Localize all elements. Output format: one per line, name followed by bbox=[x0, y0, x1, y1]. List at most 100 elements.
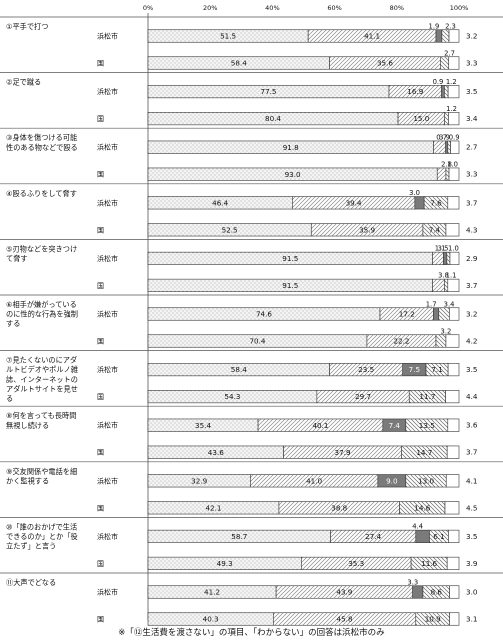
region-label: 浜松市 bbox=[97, 365, 118, 374]
data-label: 3.0 bbox=[409, 189, 420, 197]
data-label: 14.6 bbox=[414, 503, 430, 512]
data-label: 58.7 bbox=[231, 532, 247, 541]
region-label: 国 bbox=[97, 449, 104, 457]
data-label: 11.7 bbox=[419, 392, 435, 401]
data-label: 32.9 bbox=[191, 476, 207, 485]
remainder-label: 3.1 bbox=[466, 615, 477, 624]
data-label: 7.5 bbox=[409, 365, 420, 374]
region-label: 浜松市 bbox=[97, 588, 118, 597]
data-label: 13.5 bbox=[419, 421, 435, 430]
bar-remainder-segment bbox=[449, 585, 460, 599]
data-label: 27.4 bbox=[365, 532, 381, 541]
region-label: 国 bbox=[97, 226, 104, 234]
bar-remainder-segment bbox=[448, 167, 460, 181]
region-label: 国 bbox=[97, 60, 104, 68]
data-label: 1.1 bbox=[446, 272, 457, 280]
bar-segment bbox=[444, 278, 449, 292]
bar-segment bbox=[445, 140, 449, 154]
bar-segment bbox=[436, 167, 447, 181]
data-label: 13.0 bbox=[418, 476, 434, 485]
data-label: 58.4 bbox=[231, 59, 247, 68]
data-label: 7.4 bbox=[429, 225, 441, 234]
category-label: ⑦見たくないのにアダルトビデオやポルノ雑誌、インターネットのアダルトサイトを見せ… bbox=[6, 356, 78, 403]
category-label-line: できるのか」とか「役 bbox=[6, 532, 78, 541]
data-label: 52.5 bbox=[222, 225, 238, 234]
remainder-label: 3.2 bbox=[466, 310, 477, 319]
category-group: ⑩「誰のおかげで生活できるのか」とか「役立たず」と言う 浜松市 58.7 27.4 4.… bbox=[0, 517, 503, 570]
data-label: 0.7 bbox=[436, 133, 447, 141]
data-label: 74.6 bbox=[256, 310, 272, 319]
data-label: 58.4 bbox=[231, 365, 247, 374]
data-label: 41.1 bbox=[364, 32, 380, 41]
footnote: ※「⑫生活費を渡さない」の項目、「わからない」の回答は浜松市のみ bbox=[118, 628, 385, 638]
bar-segment bbox=[440, 56, 450, 70]
bar-segment bbox=[446, 251, 451, 265]
bar-segment bbox=[414, 196, 425, 210]
data-label: 40.3 bbox=[203, 615, 219, 624]
category-label: ②足で蹴る bbox=[6, 78, 41, 87]
category-label-line: ①平手で打つ bbox=[6, 22, 48, 31]
bar-segment bbox=[438, 307, 450, 321]
data-label: 1.2 bbox=[446, 78, 457, 86]
data-label: 43.9 bbox=[336, 588, 352, 597]
remainder-label: 3.3 bbox=[466, 170, 477, 179]
category-label: ③身体を傷つける可能性のある物などで殴る bbox=[6, 133, 78, 152]
data-label: 6.1 bbox=[433, 532, 444, 541]
data-label: 41.2 bbox=[204, 588, 220, 597]
bar-segment bbox=[432, 278, 445, 292]
category-label-line: 性のある物などで殴る bbox=[6, 143, 78, 152]
data-label: 7.6 bbox=[430, 198, 442, 207]
data-label: 43.6 bbox=[208, 448, 224, 457]
remainder-label: 4.2 bbox=[466, 337, 477, 346]
category-label-line: 立たず」と言う bbox=[6, 542, 56, 551]
data-label: 16.9 bbox=[407, 87, 423, 96]
category-group: ⑧何を言っても長時間無視し続ける 浜松市 35.4 40.1 7.4 13.5 3.6国 43… bbox=[0, 405, 503, 459]
data-label: 10.9 bbox=[425, 615, 441, 624]
remainder-label: 4.5 bbox=[466, 503, 477, 512]
region-label: 浜松市 bbox=[97, 476, 118, 485]
data-label: 3.4 bbox=[444, 300, 455, 308]
data-label: 3.8 bbox=[438, 272, 449, 280]
bar-segment bbox=[435, 334, 447, 348]
bar-remainder-segment bbox=[448, 29, 460, 43]
data-label: 2.8 bbox=[441, 160, 452, 168]
data-label: 1.7 bbox=[426, 300, 437, 308]
category-label-line: ルトビデオやポルノ雑 bbox=[6, 365, 78, 374]
bar-remainder-segment bbox=[447, 85, 460, 99]
category-label-line: て脅す bbox=[6, 254, 28, 263]
category-group: ⑨交友関係や電話を細かく監視する 浜松市 32.9 41.0 9.0 13.0 4.1 国 42… bbox=[0, 461, 503, 515]
category-label-line: ⑧何を言っても長時間 bbox=[6, 411, 76, 420]
category-label: ④殴るふりをして脅す bbox=[6, 189, 77, 198]
remainder-label: 3.7 bbox=[466, 198, 477, 207]
category-label-line: る bbox=[6, 394, 13, 403]
region-label: 浜松市 bbox=[97, 254, 118, 263]
axis-tick-label: 100% bbox=[450, 4, 469, 12]
region-label: 国 bbox=[97, 616, 104, 624]
bar-remainder-segment bbox=[449, 251, 460, 265]
axis-tick-label: 20% bbox=[203, 4, 217, 12]
category-group: ⑤刃物などを突きつけて脅す 浜松市 91.53.51.1 1.02.9国 91.53.8… bbox=[0, 239, 503, 292]
bar-remainder-segment bbox=[445, 474, 460, 488]
remainder-label: 3.6 bbox=[466, 421, 478, 430]
region-label: 浜松市 bbox=[97, 310, 118, 319]
remainder-label: 4.1 bbox=[466, 476, 477, 485]
bar-segment bbox=[432, 251, 444, 265]
region-label: 国 bbox=[97, 282, 104, 290]
data-label: 91.5 bbox=[282, 254, 298, 263]
region-label: 浜松市 bbox=[97, 87, 118, 96]
category-label: ⑪大声でどなる bbox=[6, 578, 56, 587]
axis-tick-label: 0% bbox=[143, 4, 153, 12]
category-label: ①平手で打つ bbox=[6, 22, 48, 31]
region-label: 国 bbox=[97, 504, 104, 512]
data-label: 4.4 bbox=[412, 523, 423, 531]
region-label: 国 bbox=[97, 115, 104, 123]
category-label-line: ③身体を傷つける可能 bbox=[6, 133, 77, 142]
bar-remainder-segment bbox=[449, 307, 460, 321]
bar-segment bbox=[445, 167, 450, 181]
bar-remainder-segment bbox=[444, 501, 460, 515]
data-label: 14.7 bbox=[416, 448, 432, 457]
